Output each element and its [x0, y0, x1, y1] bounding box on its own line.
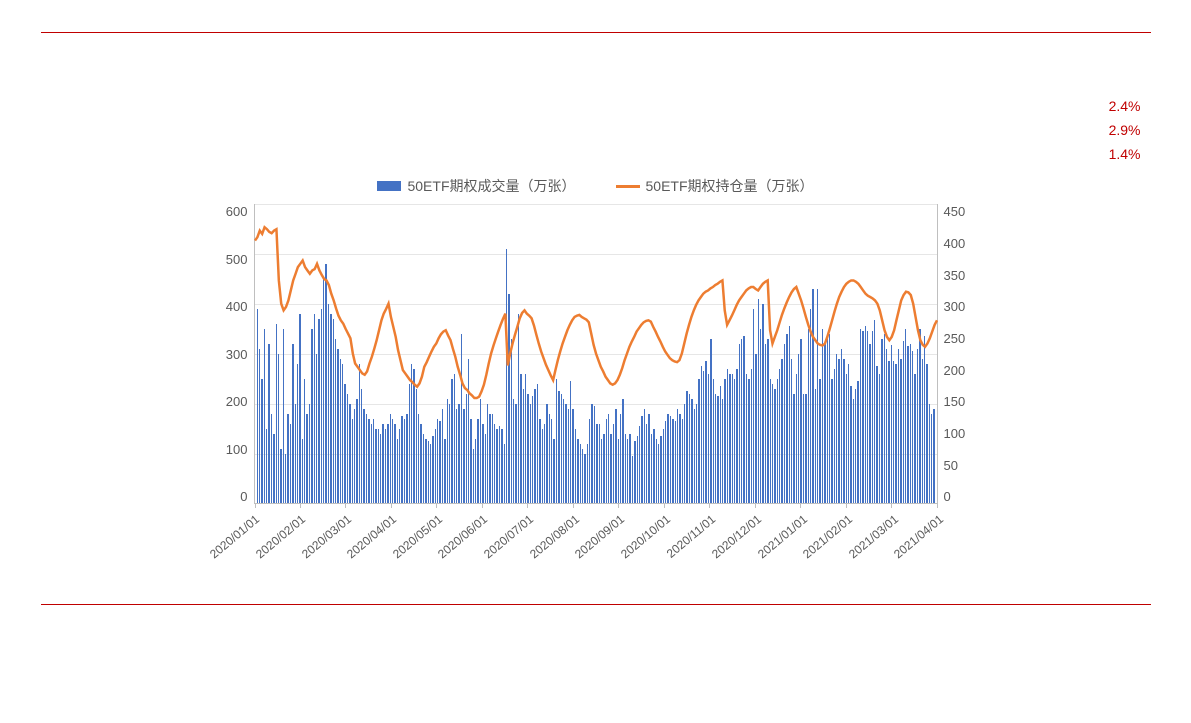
chart-legend: 50ETF期权成交量（万张） 50ETF期权持仓量（万张） — [206, 176, 986, 196]
x-axis-label: 2020/05/01 — [390, 512, 445, 561]
x-axis-label: 2020/04/01 — [344, 512, 399, 561]
chart-body: 6005004003002001000 45040035030025020015… — [206, 204, 986, 504]
axis-tick-label: 100 — [206, 442, 248, 457]
axis-tick-label: 200 — [944, 363, 986, 378]
axis-tick-label: 500 — [206, 252, 248, 267]
axis-tick-label: 300 — [944, 299, 986, 314]
x-axis-label: 2020/09/01 — [572, 512, 627, 561]
axis-tick-label: 150 — [944, 394, 986, 409]
pct-value-1: 2.4% — [41, 95, 1141, 119]
x-axis-label: 2021/01/01 — [755, 512, 810, 561]
divider-bottom — [41, 604, 1151, 605]
x-axis-label: 2021/04/01 — [891, 512, 946, 561]
spacer — [41, 45, 1151, 95]
x-axis-label: 2020/10/01 — [618, 512, 673, 561]
axis-tick-label: 350 — [944, 268, 986, 283]
x-axis-label: 2020/06/01 — [435, 512, 490, 561]
x-axis-label: 2020/11/01 — [664, 512, 718, 561]
legend-item-bar: 50ETF期权成交量（万张） — [377, 176, 575, 196]
x-axis-label: 2020/03/01 — [299, 512, 354, 561]
axis-tick-label: 250 — [944, 331, 986, 346]
axis-tick-label: 100 — [944, 426, 986, 441]
axis-tick-label: 0 — [206, 489, 248, 504]
chart-container: 50ETF期权成交量（万张） 50ETF期权持仓量（万张） 6005004003… — [206, 176, 986, 584]
legend-swatch-bar — [377, 181, 401, 191]
axis-tick-label: 600 — [206, 204, 248, 219]
line-path — [255, 228, 937, 399]
percentage-block: 2.4% 2.9% 1.4% — [41, 95, 1151, 166]
x-axis-label: 2020/01/01 — [207, 512, 262, 561]
x-axis-label: 2021/03/01 — [846, 512, 901, 561]
legend-line-label: 50ETF期权持仓量（万张） — [646, 176, 814, 196]
axis-tick-label: 300 — [206, 347, 248, 362]
x-axis-label: 2020/07/01 — [481, 512, 536, 561]
legend-swatch-line — [616, 185, 640, 188]
legend-item-line: 50ETF期权持仓量（万张） — [616, 176, 814, 196]
axis-tick-label: 400 — [944, 236, 986, 251]
document-body: 2.4% 2.9% 1.4% 50ETF期权成交量（万张） 50ETF期权持仓量… — [41, 32, 1151, 605]
x-axis-label: 2021/02/01 — [800, 512, 855, 561]
pct-value-2: 2.9% — [41, 119, 1141, 143]
y-axis-right: 450 400 350 300 250 200 150 100 50 0 — [938, 204, 986, 504]
legend-bar-label: 50ETF期权成交量（万张） — [407, 176, 575, 196]
axis-tick-label: 450 — [944, 204, 986, 219]
axis-tick-label: 0 — [944, 489, 986, 504]
x-axis: 2020/01/012020/02/012020/03/012020/04/01… — [254, 504, 938, 584]
y-axis-left: 600 500 400 300 200 100 0 — [206, 204, 254, 504]
axis-tick-label: 400 — [206, 299, 248, 314]
line-series — [255, 204, 937, 503]
divider-top — [41, 32, 1151, 33]
x-axis-label: 2020/08/01 — [527, 512, 582, 561]
plot-area — [254, 204, 938, 504]
x-axis-label: 2020/12/01 — [709, 512, 764, 561]
pct-value-3: 1.4% — [41, 143, 1141, 167]
axis-tick-label: 200 — [206, 394, 248, 409]
axis-tick-label: 50 — [944, 458, 986, 473]
x-axis-label: 2020/02/01 — [253, 512, 308, 561]
